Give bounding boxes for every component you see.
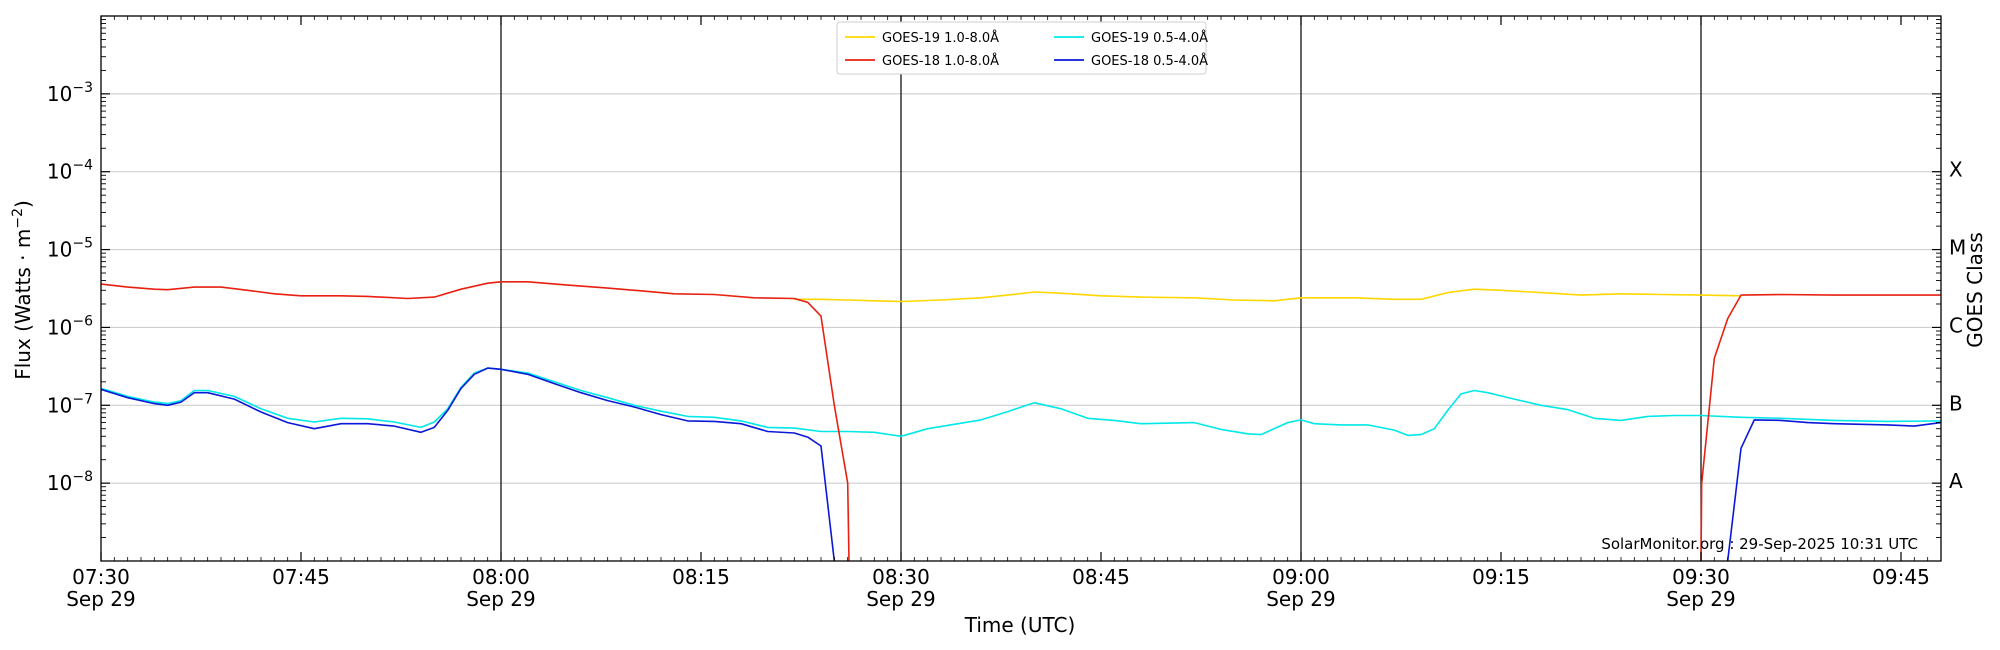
goes-class-label: M [1949, 236, 1966, 260]
credit-text: SolarMonitor.org : 29-Sep-2025 10:31 UTC [1601, 535, 1918, 553]
series-line-goes-18-1-0-8-0 [101, 280, 850, 561]
y-axis-label-text: Flux (Watts · m [11, 229, 35, 380]
goes-class-label: B [1949, 391, 1963, 415]
goes-class-label: C [1949, 313, 1963, 337]
series-lines [101, 280, 1941, 561]
x-tick-date-label: Sep 29 [1266, 587, 1336, 611]
goes-class-axis-label: GOES Class [1963, 232, 1987, 348]
legend-entry-label: GOES-18 0.5-4.0Å [1091, 53, 1208, 69]
goes-class-labels: A B C M X [1949, 158, 1966, 493]
series-line-goes-19-0-5-4-0 [101, 367, 1941, 438]
legend-entry-label: GOES-18 1.0-8.0Å [882, 53, 999, 69]
y-axis-ticks: 10−8 10−7 10−6 10−5 10−4 10−3 [47, 19, 1941, 539]
x-tick-label: 07:30 [72, 565, 130, 589]
horizontal-gridlines [101, 93, 1941, 484]
y-tick-label: 10−8 [47, 469, 93, 495]
series-line-goes-18-0-5-4-0-segment-2 [1726, 419, 1941, 561]
x-tick-label: 09:15 [1472, 565, 1530, 589]
x-tick-label: 07:45 [272, 565, 330, 589]
series-line-goes-19-1-0-8-0 [794, 288, 1742, 303]
x-axis-label: Time (UTC) [964, 613, 1076, 637]
x-tick-date-label: Sep 29 [66, 587, 136, 611]
x-tick-date-label: Sep 29 [1666, 587, 1736, 611]
y-axis-label: Flux (Watts · m−2) [10, 200, 35, 380]
x-tick-label: 08:15 [672, 565, 730, 589]
y-tick-label: 10−7 [47, 391, 93, 417]
day-marker-lines [500, 16, 1702, 561]
x-tick-label: 09:00 [1272, 565, 1330, 589]
y-tick-label: 10−4 [47, 158, 93, 184]
y-axis-label-exponent: −2 [10, 208, 26, 229]
series-line-goes-18-1-0-8-0-segment-2 [1700, 293, 1941, 561]
series-line-goes-18-0-5-4-0 [101, 367, 836, 561]
y-tick-label: 10−5 [47, 236, 93, 262]
y-tick-label: 10−3 [47, 80, 93, 106]
y-tick-label: 10−6 [47, 313, 93, 339]
x-tick-label: 08:45 [1072, 565, 1130, 589]
goes-class-label: A [1949, 469, 1963, 493]
x-tick-date-label: Sep 29 [466, 587, 536, 611]
x-tick-label: 09:45 [1872, 565, 1930, 589]
x-tick-label: 08:00 [472, 565, 530, 589]
y-axis-label-close: ) [11, 200, 35, 208]
legend: GOES-19 1.0-8.0Å GOES-18 1.0-8.0Å GOES-19 … [836, 21, 1208, 75]
goes-class-label: X [1949, 158, 1963, 182]
legend-frame [836, 21, 1207, 75]
x-tick-date-label: Sep 29 [866, 587, 936, 611]
x-tick-label: 08:30 [872, 565, 930, 589]
legend-entry-label: GOES-19 1.0-8.0Å [882, 30, 999, 46]
legend-entry-label: GOES-19 0.5-4.0Å [1091, 30, 1208, 46]
x-tick-label: 09:30 [1672, 565, 1730, 589]
